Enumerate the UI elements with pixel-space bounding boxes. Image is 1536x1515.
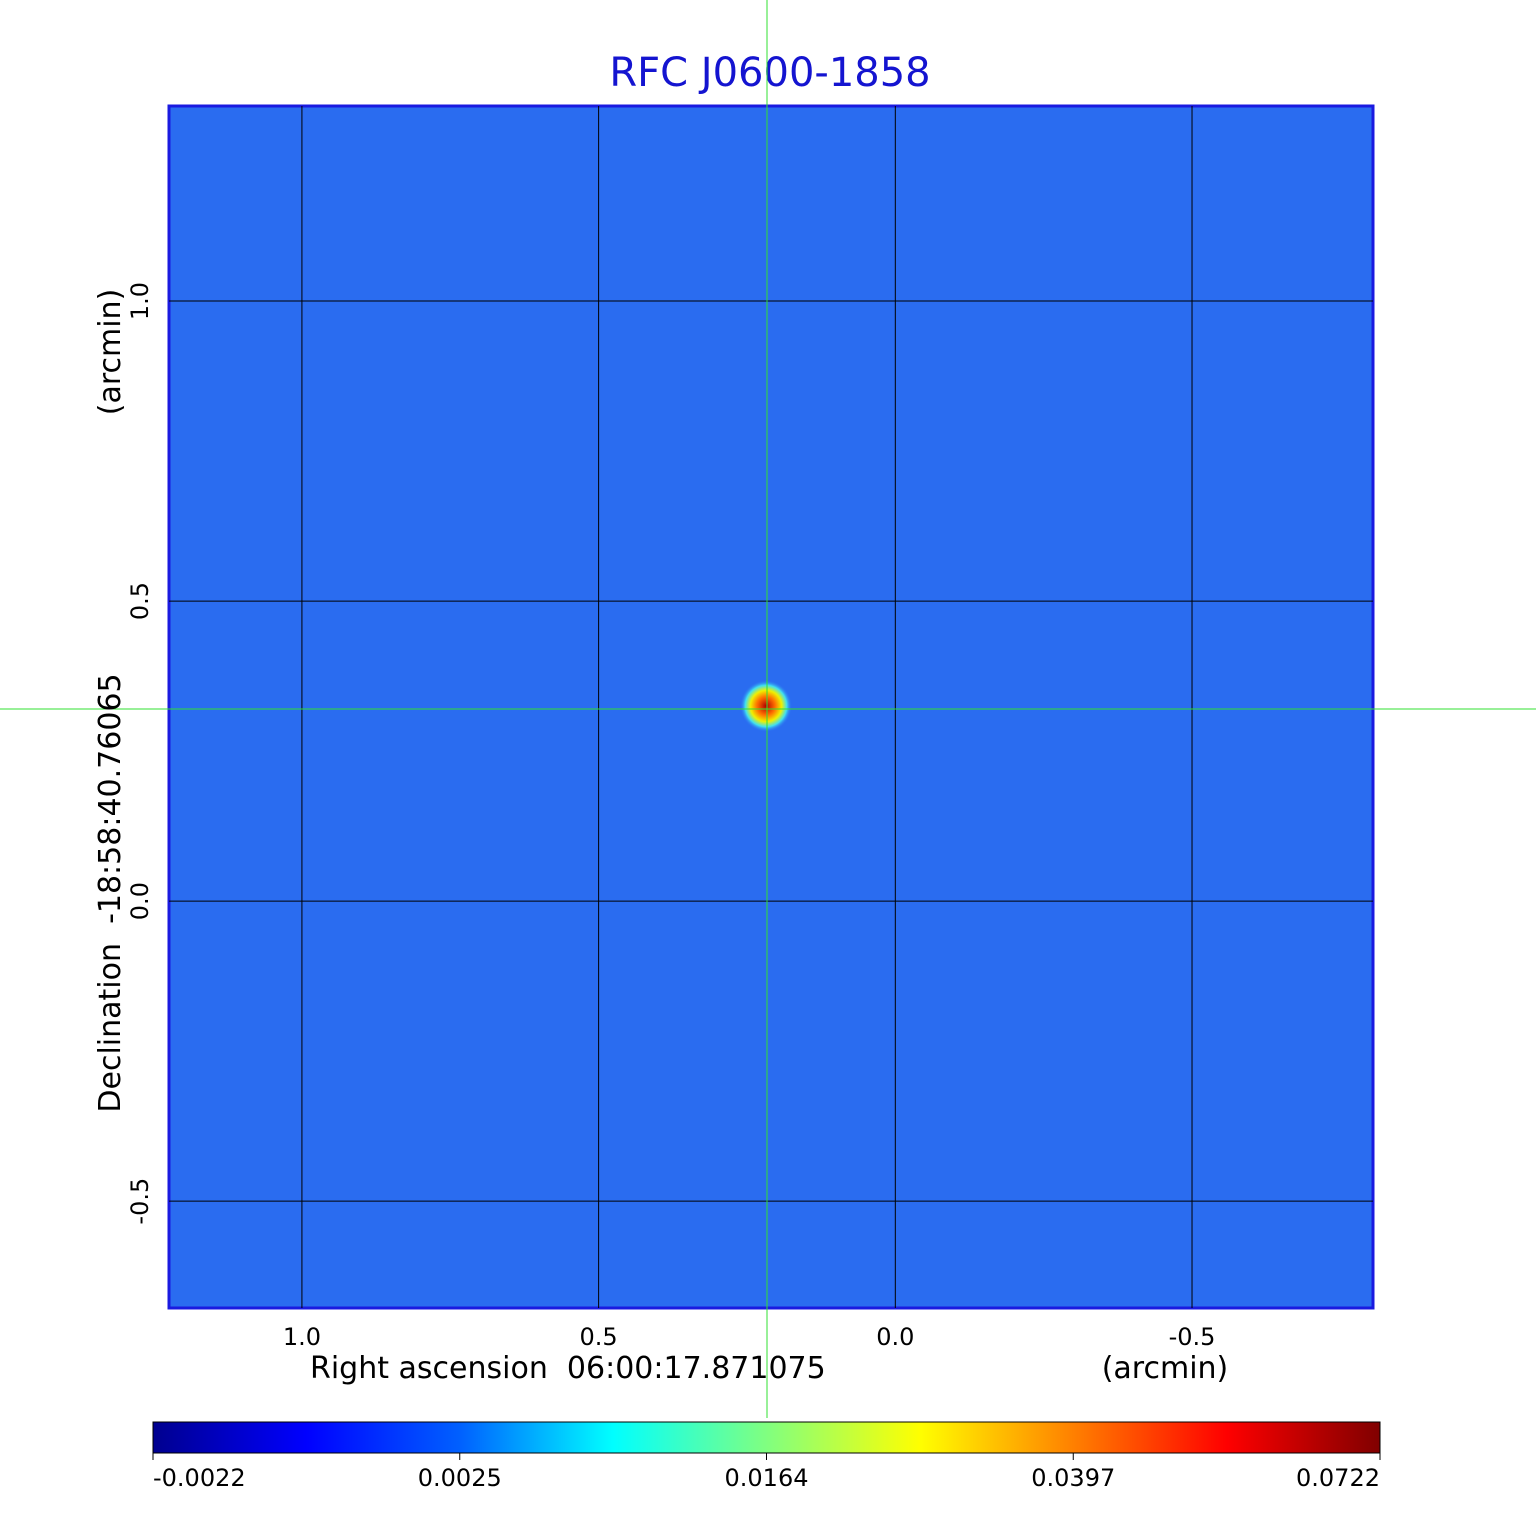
colorbar-tick-label: -0.0022 (153, 1464, 246, 1492)
colorbar: -0.0022 0.0025 0.0164 0.0397 0.0722 (152, 1421, 1381, 1492)
colorbar-tick-label: 0.0025 (418, 1464, 502, 1492)
x-axis-unit: (arcmin) (1102, 1351, 1229, 1386)
x-tick-label: 0.0 (876, 1323, 914, 1351)
source (740, 680, 792, 732)
colorbar-tick-label: 0.0397 (1031, 1464, 1115, 1492)
colorbar-tick-label: 0.0164 (725, 1464, 809, 1492)
x-axis-label: Right ascension 06:00:17.871075 (310, 1351, 826, 1386)
y-tick-label: -0.5 (126, 1178, 154, 1225)
colorbar-tick-label: 0.0722 (1296, 1464, 1380, 1492)
y-axis-label: Declination -18:58:40.76065 (93, 673, 128, 1112)
x-tick-label: 0.5 (580, 1323, 618, 1351)
y-tick-label: 1.0 (126, 282, 154, 320)
chart-title: RFC J0600-1858 (609, 50, 930, 96)
grid (169, 106, 1373, 1308)
x-tick-label: -0.5 (1169, 1323, 1216, 1351)
colorbar-bar (152, 1421, 1381, 1454)
y-tick-label: 0.5 (126, 582, 154, 620)
x-tick-label: 1.0 (283, 1323, 321, 1351)
y-axis-unit: (arcmin) (93, 289, 128, 416)
y-tick-label: 0.0 (126, 882, 154, 920)
